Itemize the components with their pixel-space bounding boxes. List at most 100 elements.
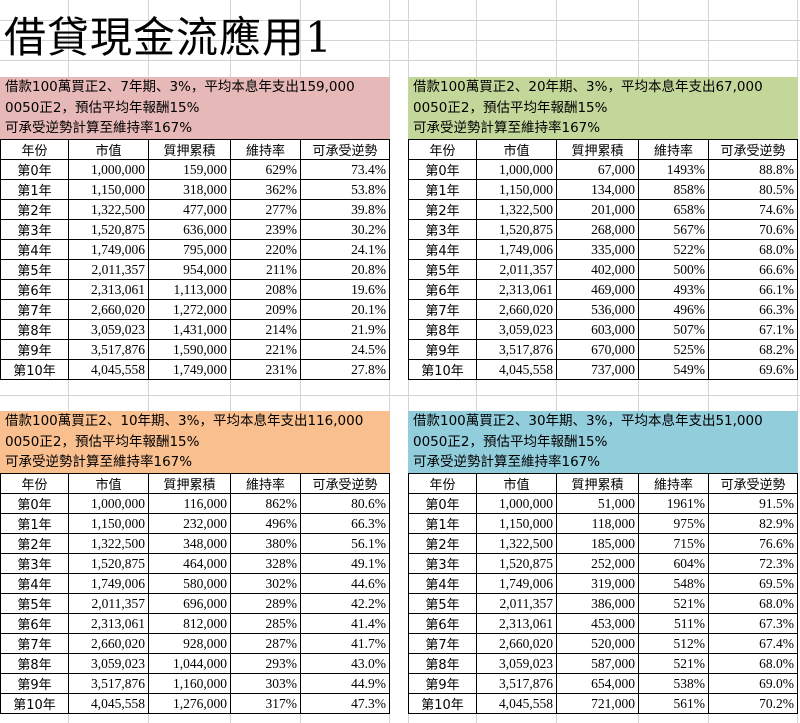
market-value-cell: 4,045,558 — [68, 693, 149, 714]
ratio-cell: 858% — [638, 179, 709, 200]
panel-7yr: 借款100萬買正2、7年期、3%，平均本息年支出159,000 0050正2，預… — [0, 77, 390, 380]
market-value-cell: 1,749,006 — [68, 573, 149, 594]
market-value-cell: 2,660,020 — [68, 299, 149, 320]
pledge-cell: 67,000 — [556, 159, 639, 180]
market-value-cell: 1,520,875 — [476, 219, 557, 240]
col-pledge-total-header: 質押累積 — [556, 473, 639, 494]
loan-table: 年份 市值 質押累積 維持率 可承受逆勢 第0年 1,000,000 116,000 862%… — [0, 473, 390, 714]
market-value-cell: 2,660,020 — [476, 633, 557, 654]
ratio-cell: 303% — [230, 673, 301, 694]
pledge-cell: 737,000 — [556, 359, 639, 380]
market-value-cell: 1,322,500 — [68, 533, 149, 554]
tolerance-cell: 67.1% — [708, 319, 798, 340]
table-row: 第1年 1,150,000 318,000 362% 53.8% — [0, 179, 390, 200]
ratio-cell: 512% — [638, 633, 709, 654]
ratio-cell: 525% — [638, 339, 709, 360]
pledge-cell: 134,000 — [556, 179, 639, 200]
tolerance-note: 可承受逆勢計算至維持率167% — [413, 120, 601, 136]
col-maintenance-ratio-header: 維持率 — [638, 473, 709, 494]
header-row: 年份 市值 質押累積 維持率 可承受逆勢 — [408, 473, 798, 494]
table-row: 第4年 1,749,006 335,000 522% 68.0% — [408, 239, 798, 260]
ratio-cell: 538% — [638, 673, 709, 694]
tolerance-cell: 66.3% — [300, 513, 390, 534]
table-row: 第7年 2,660,020 520,000 512% 67.4% — [408, 633, 798, 654]
pledge-cell: 185,000 — [556, 533, 639, 554]
table-row: 第10年 4,045,558 1,276,000 317% 47.3% — [0, 693, 390, 714]
tolerance-cell: 76.6% — [708, 533, 798, 554]
market-value-cell: 1,150,000 — [476, 179, 557, 200]
year-cell: 第5年 — [0, 593, 69, 614]
col-year-header: 年份 — [408, 473, 477, 494]
loan-terms: 借款100萬買正2、10年期、3%，平均本息年支出116,000 — [5, 413, 364, 429]
year-cell: 第6年 — [0, 279, 69, 300]
col-maintenance-ratio-header: 維持率 — [230, 139, 301, 160]
table-row: 第10年 4,045,558 721,000 561% 70.2% — [408, 693, 798, 714]
tolerance-cell: 42.2% — [300, 593, 390, 614]
tolerance-cell: 24.1% — [300, 239, 390, 260]
ratio-cell: 561% — [638, 693, 709, 714]
col-maintenance-ratio-header: 維持率 — [230, 473, 301, 494]
col-year-header: 年份 — [0, 473, 69, 494]
col-market-value-header: 市值 — [68, 139, 149, 160]
ratio-cell: 317% — [230, 693, 301, 714]
market-value-cell: 1,322,500 — [476, 199, 557, 220]
tolerance-cell: 91.5% — [708, 493, 798, 514]
pledge-cell: 268,000 — [556, 219, 639, 240]
pledge-cell: 1,431,000 — [148, 319, 231, 340]
tolerance-cell: 68.0% — [708, 239, 798, 260]
market-value-cell: 3,517,876 — [476, 673, 557, 694]
ratio-cell: 658% — [638, 199, 709, 220]
header-row: 年份 市值 質押累積 維持率 可承受逆勢 — [0, 473, 390, 494]
table-row: 第3年 1,520,875 636,000 239% 30.2% — [0, 219, 390, 240]
year-cell: 第5年 — [408, 259, 477, 280]
market-value-cell: 1,000,000 — [68, 159, 149, 180]
ratio-cell: 604% — [638, 553, 709, 574]
table-row: 第0年 1,000,000 67,000 1493% 88.8% — [408, 159, 798, 180]
tolerance-cell: 74.6% — [708, 199, 798, 220]
tolerance-cell: 39.8% — [300, 199, 390, 220]
tolerance-cell: 68.0% — [708, 593, 798, 614]
tolerance-cell: 69.0% — [708, 673, 798, 694]
year-cell: 第1年 — [0, 179, 69, 200]
return-assumption: 0050正2，預估平均年報酬15% — [413, 99, 608, 116]
market-value-cell: 3,059,023 — [476, 653, 557, 674]
tolerance-cell: 47.3% — [300, 693, 390, 714]
tolerance-cell: 19.6% — [300, 279, 390, 300]
table-row: 第5年 2,011,357 954,000 211% 20.8% — [0, 259, 390, 280]
pledge-cell: 118,000 — [556, 513, 639, 534]
market-value-cell: 2,011,357 — [476, 593, 557, 614]
year-cell: 第4年 — [0, 239, 69, 260]
pledge-cell: 1,276,000 — [148, 693, 231, 714]
pledge-cell: 386,000 — [556, 593, 639, 614]
year-cell: 第10年 — [0, 359, 69, 380]
tolerance-cell: 80.6% — [300, 493, 390, 514]
ratio-cell: 975% — [638, 513, 709, 534]
table-row: 第4年 1,749,006 795,000 220% 24.1% — [0, 239, 390, 260]
year-cell: 第6年 — [408, 613, 477, 634]
year-cell: 第9年 — [0, 339, 69, 360]
year-cell: 第7年 — [0, 299, 69, 320]
tolerance-cell: 44.9% — [300, 673, 390, 694]
year-cell: 第2年 — [408, 533, 477, 554]
pledge-cell: 636,000 — [148, 219, 231, 240]
pledge-cell: 1,272,000 — [148, 299, 231, 320]
pledge-cell: 1,590,000 — [148, 339, 231, 360]
market-value-cell: 1,520,875 — [68, 553, 149, 574]
tolerance-cell: 67.3% — [708, 613, 798, 634]
market-value-cell: 2,011,357 — [476, 259, 557, 280]
market-value-cell: 2,313,061 — [476, 279, 557, 300]
table-row: 第9年 3,517,876 670,000 525% 68.2% — [408, 339, 798, 360]
market-value-cell: 1,322,500 — [68, 199, 149, 220]
ratio-cell: 380% — [230, 533, 301, 554]
table-row: 第8年 3,059,023 1,044,000 293% 43.0% — [0, 653, 390, 674]
tolerance-cell: 43.0% — [300, 653, 390, 674]
ratio-cell: 496% — [638, 299, 709, 320]
panel-header: 借款100萬買正2、30年期、3%，平均本息年支出51,000 0050正2，預… — [408, 411, 798, 473]
table-row: 第7年 2,660,020 1,272,000 209% 20.1% — [0, 299, 390, 320]
market-value-cell: 3,059,023 — [476, 319, 557, 340]
tolerance-cell: 41.7% — [300, 633, 390, 654]
year-cell: 第6年 — [408, 279, 477, 300]
ratio-cell: 293% — [230, 653, 301, 674]
ratio-cell: 287% — [230, 633, 301, 654]
pledge-cell: 348,000 — [148, 533, 231, 554]
